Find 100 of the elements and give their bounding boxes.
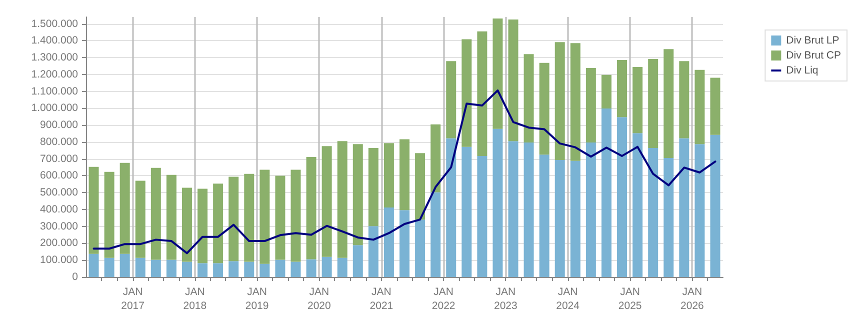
bar (710, 134, 720, 277)
bar (679, 61, 690, 138)
bar (120, 254, 130, 277)
y-tick-label: 700.000 (40, 152, 78, 165)
y-tick-label: 0 (72, 271, 78, 283)
bar (617, 117, 628, 277)
bar (570, 160, 580, 277)
y-tick-label: 300.000 (40, 220, 78, 232)
bar (400, 210, 410, 277)
y-tick-label: 800.000 (40, 136, 78, 148)
bar (384, 207, 394, 277)
y-tick-label: 400.000 (40, 203, 78, 216)
x-tick-label: JAN 2017 (121, 286, 145, 312)
legend-label: Div Brut CP (786, 50, 841, 62)
bar (601, 74, 612, 109)
x-tick-label: JAN 2026 (680, 286, 704, 312)
bar (446, 138, 456, 277)
bar (524, 54, 534, 142)
bar (166, 260, 176, 277)
bar (104, 258, 114, 277)
bar (632, 133, 643, 277)
bar (182, 188, 192, 262)
bar (88, 254, 99, 277)
bar (415, 220, 426, 277)
bar (384, 143, 394, 208)
bar (290, 170, 301, 262)
bar (228, 261, 239, 277)
bar (306, 156, 316, 260)
bar (601, 108, 612, 277)
bar (415, 153, 426, 220)
bar (352, 245, 363, 277)
bar (694, 144, 705, 277)
bar (446, 61, 456, 138)
line-series (92, 89, 716, 254)
x-tick-label: JAN 2025 (618, 286, 642, 312)
y-tick-label: 500.000 (40, 186, 78, 199)
bar (477, 31, 488, 156)
bar (664, 49, 674, 158)
y-tick-label: 1.300.000 (31, 52, 78, 64)
bar (104, 172, 114, 258)
legend-label: Div Liq (786, 64, 818, 76)
bar (150, 260, 161, 277)
bar (244, 262, 254, 277)
bar (244, 174, 254, 262)
bar (322, 256, 332, 277)
bar (648, 59, 658, 148)
bar (213, 184, 224, 264)
x-tick-label: JAN 2022 (432, 286, 456, 312)
bar (120, 162, 130, 254)
bar (632, 66, 643, 134)
legend-label: Div Brut LP (786, 34, 840, 46)
bar (198, 188, 208, 264)
bar (664, 158, 674, 277)
y-tick-label: 100.000 (40, 254, 78, 266)
bar (275, 176, 286, 260)
bar (508, 20, 518, 142)
y-tick-label: 1.100.000 (31, 85, 78, 98)
bar (462, 39, 472, 147)
bar (554, 42, 565, 160)
bar (260, 264, 270, 277)
bar (462, 146, 472, 277)
bar (368, 226, 378, 277)
y-tick-label: 1.500.000 (31, 18, 78, 30)
bar (586, 142, 596, 277)
bar (260, 170, 270, 264)
x-tick-label: JAN 2023 (494, 286, 518, 312)
bar (198, 263, 208, 277)
bar (275, 260, 286, 277)
bar (400, 139, 410, 210)
bar (586, 68, 596, 142)
bar (150, 168, 161, 260)
bar (492, 128, 503, 277)
bar (477, 156, 488, 277)
x-tick-label: JAN 2019 (245, 286, 269, 312)
bar (337, 141, 348, 258)
bar (430, 192, 441, 277)
x-tick-label: JAN 2018 (183, 286, 207, 312)
bar (166, 174, 176, 260)
bar (352, 144, 363, 246)
bar (368, 148, 378, 226)
bar (617, 60, 628, 118)
y-tick-label: 600.000 (40, 170, 78, 182)
bar (648, 148, 658, 277)
bar (306, 259, 316, 277)
bar (679, 138, 690, 277)
bar (539, 62, 550, 155)
bar (135, 180, 146, 258)
y-tick-label: 1.000.000 (31, 102, 78, 114)
bar (710, 78, 720, 135)
bar (694, 70, 705, 144)
bar (554, 160, 565, 277)
bar (570, 43, 580, 161)
bar (337, 258, 348, 277)
bar (135, 258, 146, 277)
bar (290, 262, 301, 277)
y-tick-label: 1.400.000 (31, 34, 78, 47)
bar (430, 124, 441, 192)
bar (508, 141, 518, 277)
bar (492, 18, 503, 129)
x-tick-label: JAN 2020 (307, 286, 331, 312)
